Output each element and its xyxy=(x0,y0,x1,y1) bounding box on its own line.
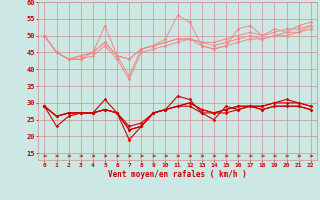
X-axis label: Vent moyen/en rafales ( km/h ): Vent moyen/en rafales ( km/h ) xyxy=(108,170,247,179)
